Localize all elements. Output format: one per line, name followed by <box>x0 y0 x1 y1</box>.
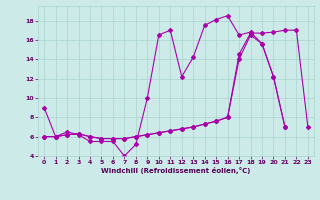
X-axis label: Windchill (Refroidissement éolien,°C): Windchill (Refroidissement éolien,°C) <box>101 167 251 174</box>
